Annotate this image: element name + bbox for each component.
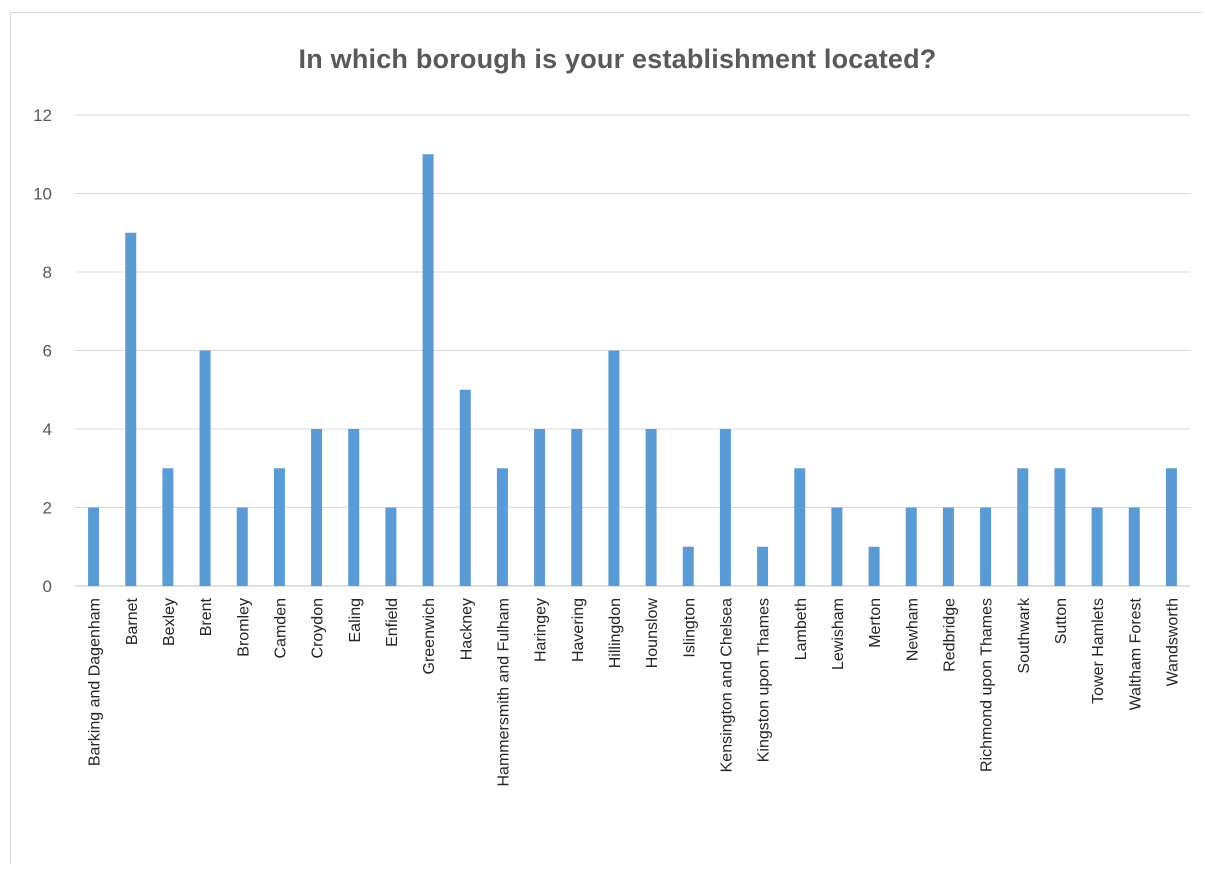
- bar: [162, 468, 174, 586]
- y-tick-label: 4: [43, 420, 52, 439]
- bar: [1128, 507, 1140, 586]
- x-category-label: Hammersmith and Fulham: [495, 598, 512, 787]
- x-category-label: Greenwich: [421, 598, 438, 674]
- bar: [1165, 468, 1177, 586]
- y-tick-label: 0: [43, 577, 52, 596]
- bar: [273, 468, 285, 586]
- y-tick-label: 8: [43, 263, 52, 282]
- x-category-label: Haringey: [533, 598, 550, 662]
- x-category-label: Barking and Dagenham: [87, 598, 104, 766]
- y-tick-label: 12: [33, 106, 52, 125]
- bar: [980, 507, 992, 586]
- x-category-label: Camden: [272, 598, 289, 658]
- bar: [719, 429, 731, 586]
- x-category-label: Hackney: [458, 598, 475, 660]
- x-category-label: Bromley: [235, 598, 252, 657]
- bar: [608, 350, 620, 586]
- x-category-label: Lambeth: [793, 598, 810, 660]
- bar: [236, 507, 248, 586]
- x-category-label: Tower Hamlets: [1090, 598, 1107, 704]
- x-category-label: Bexley: [161, 598, 178, 646]
- bar: [385, 507, 397, 586]
- bar: [199, 350, 211, 586]
- x-category-label: Merton: [867, 598, 884, 648]
- x-category-label: Richmond upon Thames: [979, 598, 996, 772]
- bar: [645, 429, 657, 586]
- x-category-label: Ealing: [347, 598, 364, 642]
- bar: [1017, 468, 1029, 586]
- bar: [88, 507, 100, 586]
- bar: [682, 546, 694, 586]
- bar: [496, 468, 508, 586]
- x-category-label: Redbridge: [941, 598, 958, 672]
- x-category-label: Lewisham: [830, 598, 847, 670]
- x-category-label: Hounslow: [644, 598, 661, 669]
- bar: [571, 429, 583, 586]
- x-category-label: Islington: [681, 598, 698, 658]
- bar: [868, 546, 880, 586]
- x-category-label: Hillingdon: [607, 598, 624, 668]
- x-category-label: Waltham Forest: [1127, 597, 1144, 710]
- x-category-label: Croydon: [310, 598, 327, 658]
- bar: [905, 507, 917, 586]
- bar: [125, 232, 137, 586]
- bar: [831, 507, 843, 586]
- bar: [942, 507, 954, 586]
- bar: [348, 429, 360, 586]
- x-category-label: Kingston upon Thames: [756, 598, 773, 762]
- chart-title: In which borough is your establishment l…: [298, 44, 937, 74]
- x-category-label: Newham: [904, 598, 921, 661]
- y-tick-label: 2: [43, 499, 52, 518]
- bar: [459, 389, 471, 586]
- x-category-label: Southwark: [1016, 597, 1033, 674]
- bar: [1091, 507, 1103, 586]
- x-category-label: Brent: [198, 597, 215, 636]
- x-category-label: Havering: [570, 598, 587, 662]
- bar: [311, 429, 323, 586]
- x-category-label: Sutton: [1053, 598, 1070, 644]
- bar: [422, 154, 434, 586]
- x-category-label: Kensington and Chelsea: [718, 598, 735, 772]
- bar: [534, 429, 546, 586]
- bar: [1054, 468, 1066, 586]
- x-category-label: Wandsworth: [1164, 598, 1181, 686]
- x-category-label: Barnet: [124, 597, 141, 645]
- y-tick-label: 10: [33, 185, 52, 204]
- chart-frame: [10, 12, 1202, 864]
- bar: [757, 546, 769, 586]
- bar: [794, 468, 806, 586]
- y-tick-label: 6: [43, 342, 52, 361]
- x-category-label: Enfield: [384, 598, 401, 647]
